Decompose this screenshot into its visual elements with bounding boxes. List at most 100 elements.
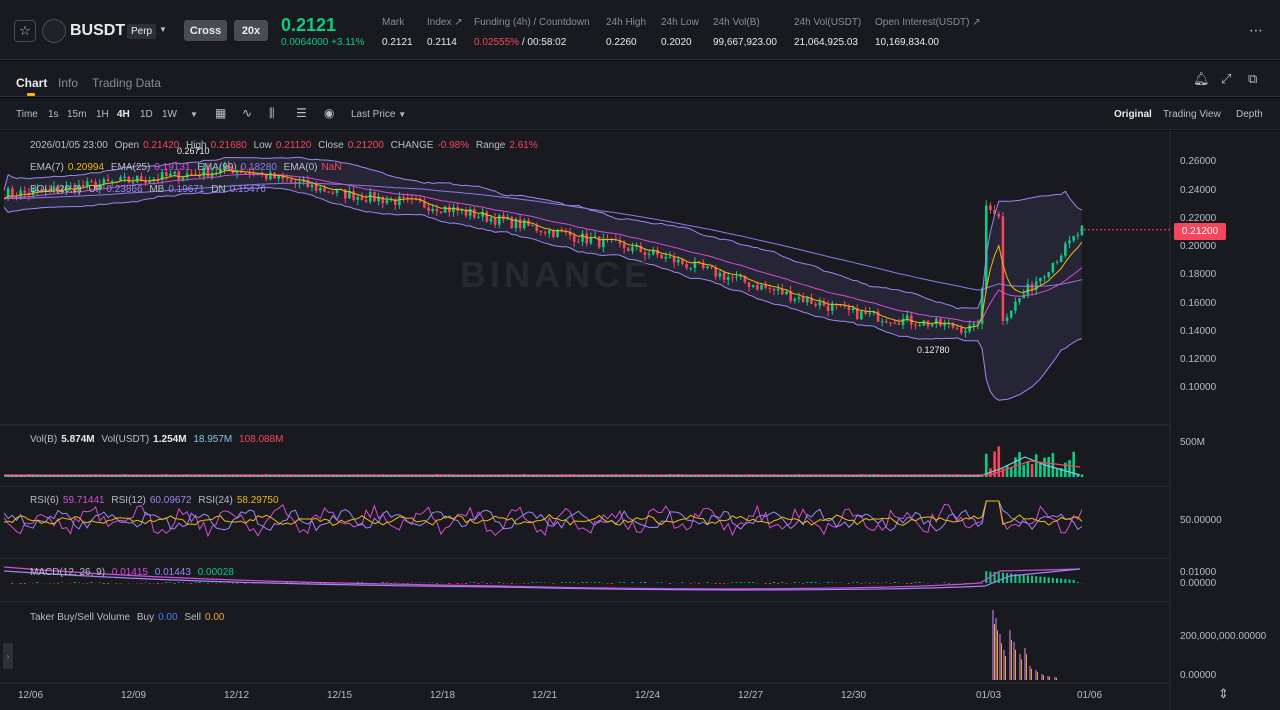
volume-bar — [984, 453, 988, 477]
symbol-name[interactable]: BUSDT — [70, 22, 126, 39]
candle-body — [647, 254, 651, 256]
stat-open-interest[interactable]: Open Interest(USDT) ↗ 10,169,834.00 — [875, 17, 981, 48]
expand-icon[interactable]: ⤢ — [1221, 71, 1232, 86]
price-chart-canvas[interactable] — [0, 131, 1280, 710]
candle-body — [772, 288, 776, 291]
candle-body — [302, 179, 305, 182]
candle-body — [1014, 301, 1017, 311]
candle-body — [764, 285, 767, 288]
macd-histogram-bar — [448, 583, 451, 584]
candle-body — [389, 199, 393, 201]
interval-15m[interactable]: 15m — [67, 109, 87, 120]
boll-lower-line — [3, 186, 1083, 401]
tab-info[interactable]: Info — [58, 76, 79, 90]
macd-dif-line — [3, 566, 1081, 590]
volume-bar — [1064, 462, 1067, 477]
macd-histogram-bar — [1076, 582, 1079, 583]
indicator-icon[interactable]: ∿ — [242, 106, 253, 120]
boll-legend: BOLL(20,2) UP 0.23866 MB 0.19671 DN 0.15476 — [30, 184, 266, 195]
stat-24h-low: 24h Low 0.2020 — [661, 17, 699, 48]
macd-histogram-bar — [681, 582, 684, 583]
volume-bar — [993, 451, 996, 477]
candle-body — [348, 190, 351, 199]
settings-icon[interactable]: ☰ — [296, 106, 307, 120]
calendar-icon[interactable]: ▦ — [215, 106, 227, 120]
macd-histogram-bar — [619, 582, 621, 583]
margin-mode-button[interactable]: Cross — [184, 20, 227, 41]
candle-body — [90, 181, 93, 183]
candle-body — [485, 211, 489, 222]
interval-dropdown-icon[interactable]: ▼ — [190, 110, 198, 119]
macd-histogram-bar — [169, 582, 172, 583]
candle-body — [826, 305, 830, 311]
candle-body — [323, 187, 326, 192]
symbol-dropdown-caret-icon[interactable]: ▼ — [159, 25, 167, 34]
candle-body — [843, 305, 847, 307]
interval-1d[interactable]: 1D — [140, 109, 153, 120]
tab-chart[interactable]: Chart — [16, 76, 48, 90]
interval-time[interactable]: Time — [16, 109, 38, 120]
candle-body — [65, 186, 68, 191]
candle-body — [210, 173, 214, 178]
interval-1h[interactable]: 1H — [96, 109, 109, 120]
candle-body — [547, 230, 551, 234]
candle-body — [439, 211, 443, 213]
macd-histogram-bar — [1018, 574, 1021, 583]
view-depth[interactable]: Depth — [1236, 109, 1263, 120]
favorite-star-icon[interactable]: ☆ — [14, 20, 36, 42]
chart-area[interactable]: BINANCE 2026/01/05 23:00 Open 0.21420 Hig… — [0, 131, 1280, 710]
more-options-icon[interactable]: ⋯ — [1249, 22, 1264, 38]
macd-histogram-bar — [36, 582, 39, 583]
macd-histogram-bar — [148, 583, 151, 584]
candle-body — [227, 165, 231, 170]
macd-histogram-bar — [1072, 579, 1075, 583]
volume-ma-line — [4, 456, 1081, 477]
macd-histogram-bar — [689, 583, 692, 584]
candle-body — [522, 220, 526, 229]
macd-histogram-bar — [560, 582, 563, 583]
macd-histogram-bar — [606, 583, 609, 584]
candle-body — [289, 179, 293, 182]
macd-histogram-bar — [140, 583, 143, 584]
candle-body — [135, 176, 139, 183]
macd-histogram-bar — [914, 582, 917, 583]
candle-body — [514, 219, 518, 229]
macd-histogram-bar — [485, 583, 488, 584]
candle-body — [860, 311, 863, 320]
candle-body — [681, 259, 684, 265]
alert-bell-icon[interactable]: 🔔︎ — [1193, 71, 1210, 86]
taker-axis-tick: 0.00000 — [1180, 670, 1217, 681]
leverage-button[interactable]: 20x — [234, 20, 268, 41]
macd-histogram-bar — [465, 583, 467, 584]
price-type-select[interactable]: Last Price ▼ — [351, 109, 407, 120]
chart-toolbar: Time 1s 15m 1H 4H 1D 1W ▼ ▦ ∿ ⫼ ☰ ◉ Last… — [0, 98, 1280, 130]
view-trading-view[interactable]: Trading View — [1163, 109, 1221, 120]
candle-body — [622, 243, 626, 249]
view-original[interactable]: Original — [1114, 109, 1152, 120]
macd-histogram-bar — [643, 582, 646, 583]
interval-4h[interactable]: 4H — [117, 109, 130, 120]
interval-1s[interactable]: 1s — [48, 109, 59, 120]
candle-body — [1068, 240, 1071, 244]
side-panel-toggle-icon[interactable]: › — [3, 643, 13, 669]
volume-bar — [1051, 452, 1055, 477]
macd-histogram-bar — [360, 582, 363, 583]
stat-index[interactable]: Index ↗ 0.2114 — [427, 17, 463, 48]
candle-body — [294, 181, 297, 183]
candle-body — [635, 245, 638, 247]
macd-axis-tick: 0.01000 — [1180, 567, 1217, 578]
candle-body — [830, 304, 834, 311]
popout-icon[interactable]: ⧉ — [1248, 71, 1258, 86]
candle-body — [656, 249, 659, 255]
last-price: 0.2121 — [281, 15, 337, 35]
drawing-icon[interactable]: ◉ — [324, 106, 335, 120]
candle-body — [98, 184, 102, 190]
candle-body — [847, 306, 851, 311]
reset-scale-icon[interactable]: ⇕ — [1218, 686, 1229, 701]
tab-trading-data[interactable]: Trading Data — [92, 76, 161, 90]
interval-1w[interactable]: 1W — [162, 109, 177, 120]
candle-body — [119, 177, 122, 182]
macd-histogram-bar — [569, 582, 572, 583]
volume-bar — [997, 446, 1001, 477]
chart-type-icon[interactable]: ⫼ — [269, 106, 275, 120]
